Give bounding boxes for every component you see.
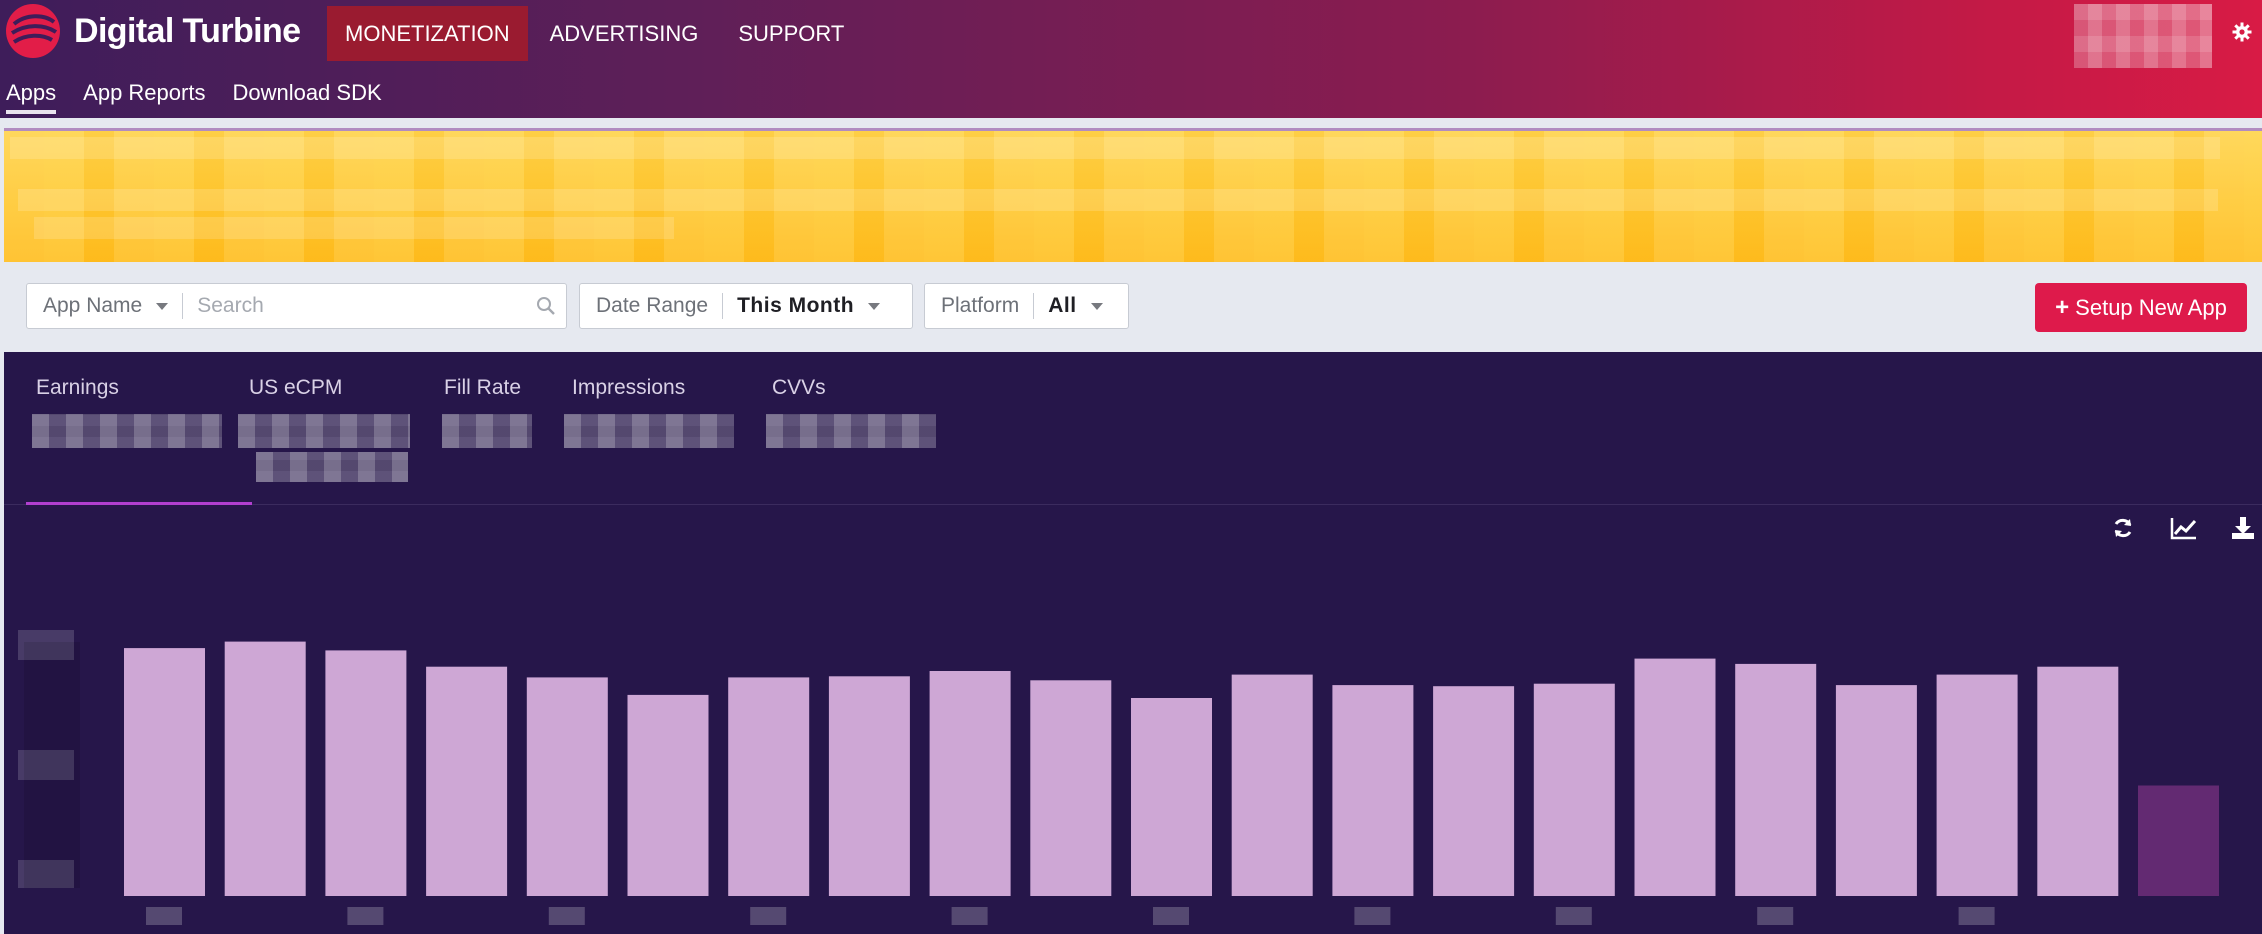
brand-name: Digital Turbine (74, 12, 301, 50)
nav-monetization[interactable]: MONETIZATION (327, 6, 528, 61)
y-tick-redacted (18, 860, 74, 888)
y-tick-redacted (18, 750, 74, 780)
metric-earnings[interactable]: Earnings (36, 376, 119, 399)
chart-bar[interactable] (1030, 680, 1112, 896)
chart-bar[interactable] (1533, 683, 1615, 896)
date-range-filter[interactable]: Date Range This Month (579, 283, 913, 329)
subnav-app-reports[interactable]: App Reports (83, 80, 206, 105)
metric-cvvs[interactable]: CVVs (772, 376, 826, 399)
digital-turbine-logo-icon (6, 4, 60, 58)
setup-new-app-button[interactable]: + Setup New App (2035, 283, 2247, 332)
x-tick-label-redacted (146, 907, 182, 925)
app-name-filter[interactable]: App Name Search (26, 283, 567, 329)
chart-bar[interactable] (828, 676, 910, 896)
y-axis-labels-redacted (18, 630, 80, 888)
metric-value-redacted (442, 414, 532, 448)
metric-fill-rate[interactable]: Fill Rate (444, 376, 522, 399)
main-nav: MONETIZATION ADVERTISING SUPPORT (327, 6, 866, 61)
metric-value-redacted (256, 452, 408, 482)
chart-bar[interactable] (1936, 674, 2018, 896)
platform-label: Platform (941, 294, 1020, 317)
x-tick-label-redacted (1153, 907, 1189, 925)
x-tick-label-redacted (1757, 907, 1794, 925)
chart-bar[interactable] (1835, 685, 1917, 896)
date-range-label: Date Range (596, 294, 709, 317)
metric-value-redacted (766, 414, 936, 448)
chart-bar[interactable] (1332, 685, 1414, 896)
earnings-bar-chart (18, 630, 2219, 925)
plus-icon: + (2055, 293, 2070, 321)
metric-us-ecpm[interactable]: US eCPM (249, 376, 343, 399)
chart-bar[interactable] (1735, 663, 1817, 896)
line-chart-icon[interactable] (2170, 516, 2198, 540)
chart-bar[interactable] (526, 677, 608, 896)
sub-nav: Apps App Reports Download SDK (6, 78, 409, 114)
y-axis-redacted-band (24, 642, 80, 888)
chevron-down-icon[interactable] (156, 302, 169, 310)
x-tick-label-redacted (548, 907, 585, 925)
filter-bar: App Name Search Date Range This Month Pl… (4, 262, 2262, 352)
x-tick-label-redacted (347, 907, 384, 925)
chart-bar[interactable] (224, 641, 306, 896)
nav-advertising[interactable]: ADVERTISING (549, 21, 699, 46)
metric-value-redacted (564, 414, 734, 448)
stats-dashboard: Earnings US eCPM Fill Rate Impressions C… (4, 352, 2262, 934)
chart-bar[interactable] (1433, 686, 1515, 896)
setup-new-app-label: Setup New App (2075, 294, 2227, 320)
chart-bar[interactable] (627, 694, 709, 896)
gear-icon[interactable] (2232, 22, 2252, 42)
chart-bar[interactable] (929, 671, 1011, 896)
user-account-menu[interactable] (2074, 4, 2212, 68)
chart-bar[interactable] (1634, 658, 1716, 896)
chart-bar[interactable] (2037, 666, 2119, 896)
nav-support[interactable]: SUPPORT (738, 21, 845, 46)
top-header: Digital Turbine MONETIZATION ADVERTISING… (0, 0, 2262, 118)
refresh-icon[interactable] (2111, 516, 2135, 540)
subnav-download-sdk[interactable]: Download SDK (232, 80, 382, 105)
chart-bar[interactable] (728, 677, 810, 896)
chevron-down-icon (868, 302, 881, 310)
x-tick-label-redacted (1555, 907, 1592, 925)
platform-value: All (1048, 294, 1077, 317)
x-tick-label-redacted (951, 907, 988, 925)
chevron-down-icon (1090, 302, 1103, 310)
chart-bars (124, 641, 2219, 897)
date-range-value: This Month (737, 294, 855, 317)
brand-logo[interactable]: Digital Turbine (4, 2, 301, 60)
chart-bar[interactable] (2138, 785, 2219, 897)
metric-tabs: Earnings US eCPM Fill Rate Impressions C… (4, 352, 2262, 505)
metric-impressions[interactable]: Impressions (572, 376, 686, 399)
x-tick-label-redacted (1958, 907, 1995, 925)
chart-bar[interactable] (426, 666, 508, 896)
chart-bar[interactable] (1231, 674, 1313, 896)
download-icon[interactable] (2231, 516, 2255, 540)
y-tick-redacted (18, 630, 74, 660)
metric-value-redacted (32, 414, 222, 448)
notice-banner (4, 128, 2262, 265)
active-metric-indicator (26, 502, 252, 505)
x-tick-label-redacted (750, 907, 787, 925)
subnav-apps[interactable]: Apps (6, 78, 57, 114)
metric-value-redacted (238, 414, 410, 448)
chart-bar[interactable] (1131, 698, 1212, 896)
platform-filter[interactable]: Platform All (924, 283, 1129, 329)
search-input[interactable]: Search (197, 294, 264, 317)
x-tick-label-redacted (1354, 907, 1391, 925)
search-icon[interactable] (536, 296, 556, 316)
app-name-label: App Name (43, 294, 143, 317)
chart-bar[interactable] (124, 648, 205, 896)
x-tick-labels-redacted (146, 907, 1995, 925)
chart-bar[interactable] (325, 650, 407, 896)
